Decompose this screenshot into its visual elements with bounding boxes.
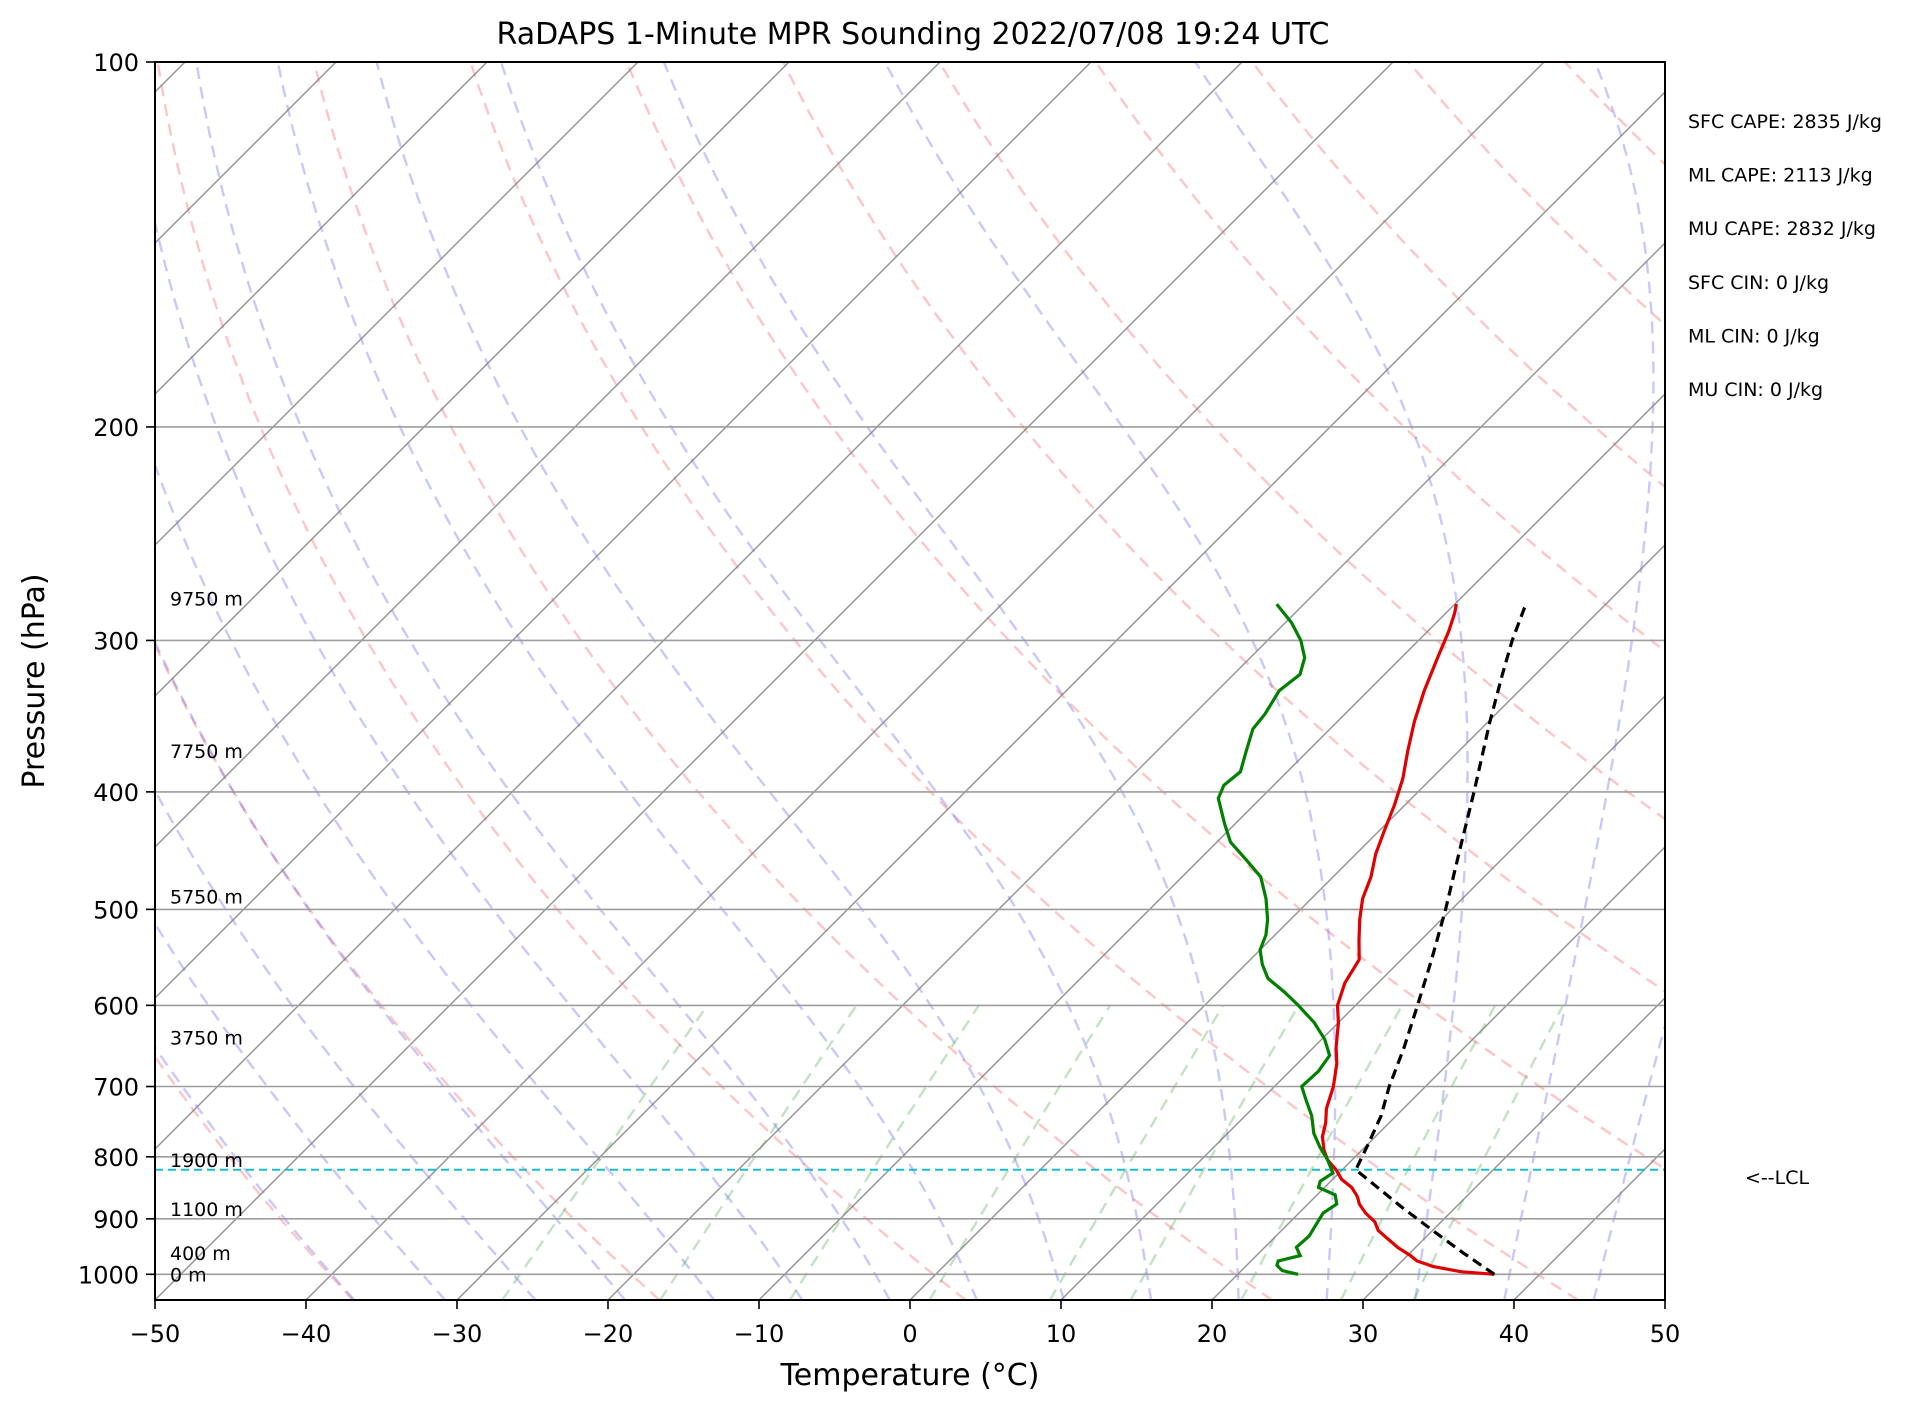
moist-adiabat bbox=[1592, 1021, 1665, 1300]
height-label: 1100 m bbox=[170, 1199, 243, 1221]
chart-title: RaDAPS 1-Minute MPR Sounding 2022/07/08 … bbox=[497, 17, 1330, 52]
isotherm bbox=[1060, 695, 1665, 1300]
isotherm bbox=[155, 62, 1394, 1300]
height-label: 3750 m bbox=[170, 1028, 243, 1050]
mixing-ratio-line bbox=[1412, 1004, 1565, 1300]
isotherm bbox=[155, 62, 1243, 1150]
index-label: SFC CIN: 0 J/kg bbox=[1688, 272, 1829, 294]
moist-adiabat bbox=[662, 62, 1240, 1300]
y-tick-label: 600 bbox=[93, 992, 139, 1020]
dewpoint-profile bbox=[1216, 603, 1339, 1276]
isotherm bbox=[909, 544, 1665, 1300]
x-tick-label: 30 bbox=[1348, 1320, 1379, 1348]
mixing-ratio-line bbox=[788, 1004, 980, 1300]
x-tick-label: 0 bbox=[902, 1320, 917, 1348]
x-tick-label: −30 bbox=[432, 1320, 483, 1348]
temperature-profile bbox=[1320, 603, 1495, 1276]
isotherm bbox=[1211, 846, 1665, 1300]
moist-adiabat bbox=[499, 62, 1153, 1300]
parcel-profile bbox=[1353, 603, 1528, 1276]
dry-adiabat bbox=[938, 62, 1665, 821]
mixing-ratio-line bbox=[659, 1004, 858, 1300]
isotherm bbox=[305, 62, 1545, 1300]
dry-adiabat bbox=[782, 62, 1665, 993]
index-label: MU CAPE: 2832 J/kg bbox=[1688, 218, 1876, 240]
isotherm bbox=[607, 242, 1665, 1300]
dry-adiabat bbox=[469, 62, 1579, 1300]
isotherm bbox=[456, 91, 1665, 1300]
index-label: ML CIN: 0 J/kg bbox=[1688, 325, 1820, 347]
height-label: 1900 m bbox=[170, 1150, 243, 1172]
x-tick-label: 40 bbox=[1499, 1320, 1530, 1348]
y-tick-label: 200 bbox=[93, 414, 139, 442]
dry-adiabat bbox=[625, 62, 1665, 1171]
x-tick-label: 10 bbox=[1046, 1320, 1077, 1348]
y-tick-label: 300 bbox=[93, 627, 139, 655]
x-tick-label: −20 bbox=[583, 1320, 634, 1348]
y-axis-label: Pressure (hPa) bbox=[17, 573, 52, 788]
isotherm bbox=[155, 62, 1092, 999]
dry-adiabat bbox=[312, 62, 1273, 1300]
index-label: MU CIN: 0 J/kg bbox=[1688, 379, 1823, 401]
isotherm bbox=[758, 393, 1665, 1300]
height-label: 7750 m bbox=[170, 741, 243, 763]
mixing-ratio-line bbox=[1129, 1004, 1300, 1300]
y-tick-label: 400 bbox=[93, 779, 139, 807]
isotherm bbox=[155, 62, 488, 395]
index-label: SFC CAPE: 2835 J/kg bbox=[1688, 111, 1882, 133]
x-tick-label: 20 bbox=[1197, 1320, 1228, 1348]
x-tick-label: −40 bbox=[281, 1320, 332, 1348]
y-tick-label: 800 bbox=[93, 1144, 139, 1172]
height-label: 400 m bbox=[170, 1243, 231, 1265]
moist-adiabat bbox=[195, 62, 891, 1300]
height-label: 9750 m bbox=[170, 588, 243, 610]
mixing-ratio-line bbox=[1240, 1004, 1404, 1300]
index-label: ML CAPE: 2113 J/kg bbox=[1688, 165, 1873, 187]
moist-adiabat bbox=[155, 921, 447, 1300]
mixing-ratio-line bbox=[1339, 1004, 1497, 1300]
isotherm bbox=[155, 62, 639, 546]
lcl-label: <--LCL bbox=[1745, 1167, 1809, 1189]
isotherm bbox=[155, 62, 790, 697]
mixing-ratio-line bbox=[1048, 1004, 1225, 1300]
height-label: 0 m bbox=[170, 1264, 207, 1286]
x-tick-label: 50 bbox=[1650, 1320, 1681, 1348]
x-axis-label: Temperature (°C) bbox=[780, 1358, 1040, 1393]
moist-adiabat bbox=[883, 62, 1337, 1300]
sounding-series bbox=[1216, 603, 1528, 1276]
mixing-ratio-line bbox=[928, 1004, 1112, 1300]
dry-adiabat bbox=[155, 642, 661, 1300]
moist-adiabat bbox=[1503, 62, 1655, 1300]
mixing-ratio-line bbox=[501, 1004, 709, 1300]
moist-adiabat bbox=[155, 788, 537, 1300]
y-tick-label: 1000 bbox=[78, 1261, 139, 1289]
y-tick-label: 500 bbox=[93, 896, 139, 924]
moist-adiabat bbox=[1194, 62, 1469, 1300]
x-tick-label: −10 bbox=[734, 1320, 785, 1348]
moist-adiabat bbox=[375, 62, 1065, 1300]
isotherm bbox=[155, 62, 941, 848]
y-tick-label: 100 bbox=[93, 49, 139, 77]
y-tick-label: 700 bbox=[93, 1074, 139, 1102]
chart-grid bbox=[155, 62, 1665, 1300]
isotherm bbox=[1362, 997, 1665, 1300]
moist-adiabat bbox=[155, 461, 716, 1300]
axes: −50 −40 −30 −20 −10 0 10 20 30 40 50 1000 900 800 700 6… bbox=[78, 49, 1680, 1348]
y-tick-label: 900 bbox=[93, 1206, 139, 1234]
x-tick-label: −50 bbox=[130, 1320, 181, 1348]
height-label: 5750 m bbox=[170, 887, 243, 909]
moist-adiabat bbox=[155, 217, 804, 1300]
dry-adiabat bbox=[156, 62, 967, 1300]
